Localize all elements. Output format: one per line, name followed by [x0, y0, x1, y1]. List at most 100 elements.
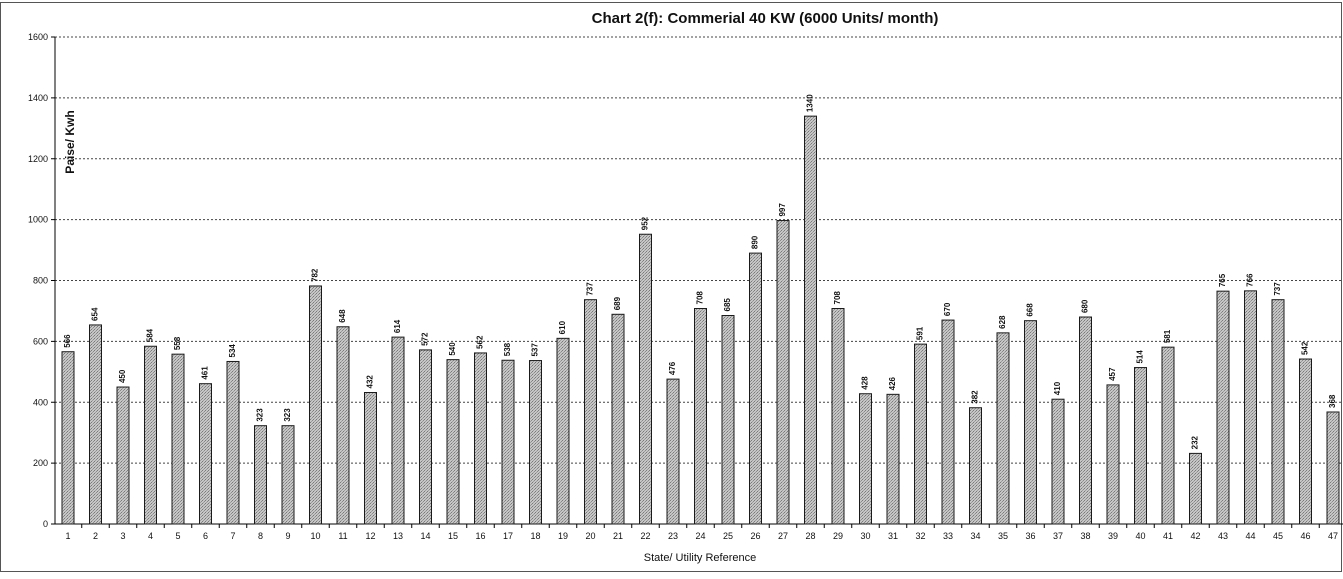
bar — [639, 233, 652, 525]
x-tick-label: 27 — [778, 531, 788, 541]
bar — [419, 349, 432, 525]
x-tick-label: 32 — [915, 531, 925, 541]
bar — [776, 220, 790, 525]
data-label: 562 — [476, 335, 485, 349]
bar — [666, 378, 680, 525]
bar — [144, 345, 157, 525]
bar — [886, 393, 900, 525]
x-tick-label: 33 — [943, 531, 953, 541]
x-tick-label: 5 — [175, 531, 180, 541]
bar — [474, 352, 487, 525]
data-label: 766 — [1246, 273, 1255, 287]
x-tick-label: 35 — [998, 531, 1008, 541]
bar — [721, 315, 735, 525]
data-label: 428 — [861, 376, 870, 390]
data-label: 537 — [531, 343, 540, 357]
x-tick-label: 12 — [365, 531, 375, 541]
data-label: 1340 — [806, 94, 815, 112]
x-tick-label: 3 — [120, 531, 125, 541]
bar — [1326, 411, 1340, 525]
bar — [969, 407, 982, 525]
x-tick-label: 7 — [230, 531, 235, 541]
data-label: 680 — [1081, 299, 1090, 313]
bar — [914, 343, 927, 525]
data-label: 542 — [1301, 341, 1310, 355]
bar — [171, 353, 185, 525]
y-tick-label: 400 — [33, 397, 48, 407]
bar — [996, 332, 1010, 525]
bar — [1134, 367, 1147, 525]
bar — [831, 308, 845, 525]
data-label: 581 — [1163, 329, 1172, 343]
x-tick-label: 19 — [558, 531, 568, 541]
bar — [364, 392, 377, 525]
data-label: 584 — [146, 328, 155, 342]
data-label: 668 — [1026, 303, 1035, 317]
bar — [529, 360, 542, 525]
data-label: 538 — [503, 342, 512, 356]
x-tick-label: 29 — [833, 531, 843, 541]
data-label: 890 — [751, 235, 760, 249]
data-label: 540 — [448, 342, 457, 356]
x-tick-label: 20 — [585, 531, 595, 541]
bar — [446, 359, 460, 525]
data-label: 382 — [971, 390, 980, 404]
x-tick-label: 24 — [695, 531, 705, 541]
data-label: 476 — [668, 361, 677, 375]
x-tick-label: 31 — [888, 531, 898, 541]
data-label: 591 — [916, 326, 925, 340]
data-label: 628 — [998, 315, 1007, 329]
x-tick-label: 36 — [1025, 531, 1035, 541]
x-tick-label: 46 — [1300, 531, 1310, 541]
data-label: 450 — [118, 369, 127, 383]
data-label: 558 — [173, 336, 182, 350]
bar — [309, 285, 322, 525]
y-tick-label: 1200 — [28, 154, 48, 164]
bar — [694, 308, 707, 525]
bar — [1051, 398, 1065, 525]
x-tick-label: 39 — [1108, 531, 1118, 541]
bars — [61, 115, 1340, 525]
bar — [501, 359, 515, 525]
data-label: 782 — [311, 268, 320, 282]
x-tick-label: 11 — [338, 531, 347, 541]
data-label: 689 — [613, 296, 622, 310]
chart-title: Chart 2(f): Commerial 40 KW (6000 Units/… — [592, 10, 939, 27]
bar — [1106, 384, 1120, 525]
bar — [859, 393, 872, 525]
bar — [391, 336, 405, 525]
y-tick-label: 200 — [33, 458, 48, 468]
x-tick-label: 47 — [1328, 531, 1338, 541]
x-tick-label: 8 — [258, 531, 263, 541]
data-label: 610 — [558, 320, 567, 334]
data-label: 654 — [91, 307, 100, 321]
bar — [749, 252, 762, 525]
x-tick-label: 22 — [640, 531, 650, 541]
bar — [804, 115, 817, 525]
x-tick-label: 43 — [1218, 531, 1228, 541]
data-label: 952 — [641, 216, 650, 230]
y-tick-label: 0 — [43, 519, 48, 529]
data-label: 232 — [1191, 435, 1200, 449]
data-label: 368 — [1328, 394, 1337, 408]
bar — [116, 386, 130, 525]
x-tick-label: 14 — [420, 531, 430, 541]
x-tick-label: 10 — [310, 531, 320, 541]
y-tick-label: 1400 — [28, 93, 48, 103]
bar — [941, 319, 955, 525]
bar — [254, 425, 267, 525]
data-label: 461 — [201, 366, 210, 380]
x-tick-label: 42 — [1190, 531, 1200, 541]
data-label: 534 — [228, 344, 237, 358]
x-axis-title: State/ Utility Reference — [644, 552, 757, 564]
x-tick-label: 38 — [1080, 531, 1090, 541]
x-tick-label: 45 — [1273, 531, 1283, 541]
bar — [1271, 299, 1285, 525]
data-label: 432 — [366, 375, 375, 389]
x-tick-label: 2 — [93, 531, 98, 541]
x-tick-label: 17 — [503, 531, 513, 541]
data-label: 685 — [723, 298, 732, 312]
x-tick-label: 15 — [448, 531, 458, 541]
